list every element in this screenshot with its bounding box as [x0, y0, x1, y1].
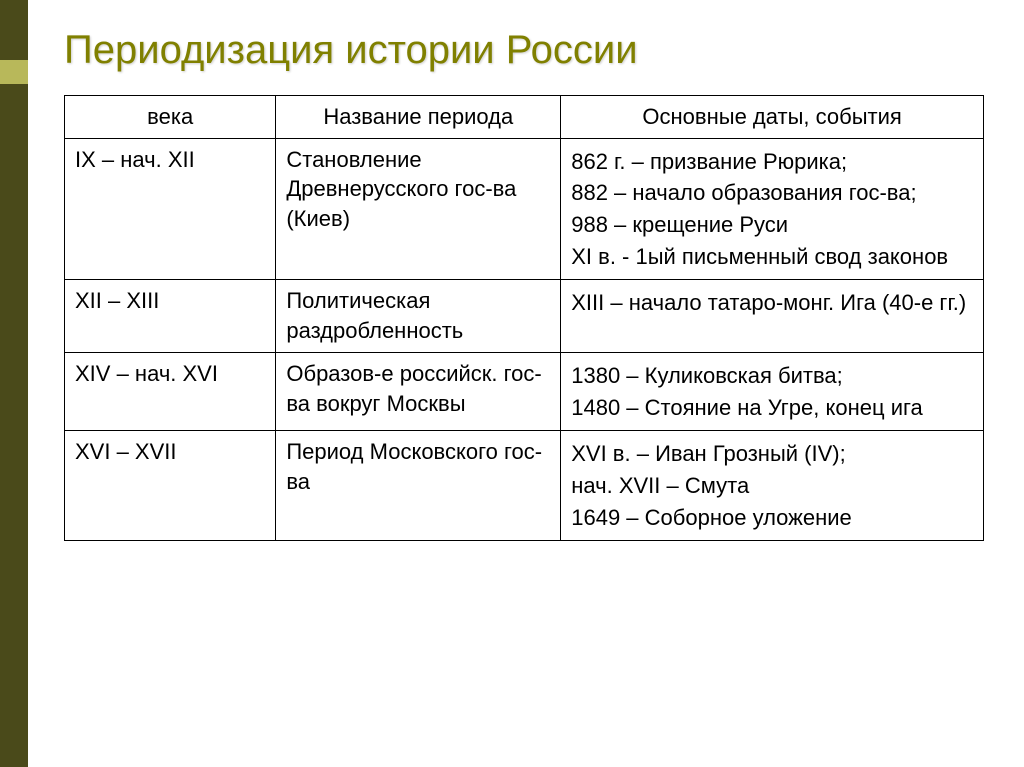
cell-events: 1380 – Куликовская битва; 1480 – Стояние… [561, 352, 984, 430]
table-row: XIV – нач. XVI Образов-е российск. гос-в… [65, 352, 984, 430]
table-row: XII – XIII Политическая раздробленность … [65, 280, 984, 352]
col-century: века [65, 96, 276, 139]
cell-period: Образов-е российск. гос-ва вокруг Москвы [276, 352, 561, 430]
event-line: XIII – начало татаро-монг. Ига (40-е гг.… [571, 288, 973, 318]
event-line: XI в. - 1ый письменный свод законов [571, 242, 973, 272]
event-line: 988 – крещение Руси [571, 210, 973, 240]
cell-events: XIII – начало татаро-монг. Ига (40-е гг.… [561, 280, 984, 352]
col-period: Название периода [276, 96, 561, 139]
event-line: нач. XVII – Смута [571, 471, 973, 501]
cell-events: 862 г. – призвание Рюрика; 882 – начало … [561, 138, 984, 280]
slide-title: Периодизация истории России [64, 28, 984, 73]
cell-century: XIV – нач. XVI [65, 352, 276, 430]
cell-period: Период Московского гос-ва [276, 431, 561, 541]
event-line: XVI в. – Иван Грозный (IV); [571, 439, 973, 469]
event-line: 1649 – Соборное уложение [571, 503, 973, 533]
slide-content: Периодизация истории России века Названи… [28, 0, 1024, 561]
event-line: 882 – начало образования гос-ва; [571, 178, 973, 208]
cell-century: IX – нач. XII [65, 138, 276, 280]
event-line: 1380 – Куликовская битва; [571, 361, 973, 391]
periodization-table: века Название периода Основные даты, соб… [64, 95, 984, 541]
cell-century: XII – XIII [65, 280, 276, 352]
slide-marker [0, 60, 28, 84]
cell-period: Становление Древнерусского гос-ва (Киев) [276, 138, 561, 280]
col-events: Основные даты, события [561, 96, 984, 139]
table-row: XVI – XVII Период Московского гос-ва XVI… [65, 431, 984, 541]
event-line: 1480 – Стояние на Угре, конец ига [571, 393, 973, 423]
cell-century: XVI – XVII [65, 431, 276, 541]
table-row: IX – нач. XII Становление Древнерусского… [65, 138, 984, 280]
event-line: 862 г. – призвание Рюрика; [571, 147, 973, 177]
cell-period: Политическая раздробленность [276, 280, 561, 352]
cell-events: XVI в. – Иван Грозный (IV); нач. XVII – … [561, 431, 984, 541]
table-header-row: века Название периода Основные даты, соб… [65, 96, 984, 139]
